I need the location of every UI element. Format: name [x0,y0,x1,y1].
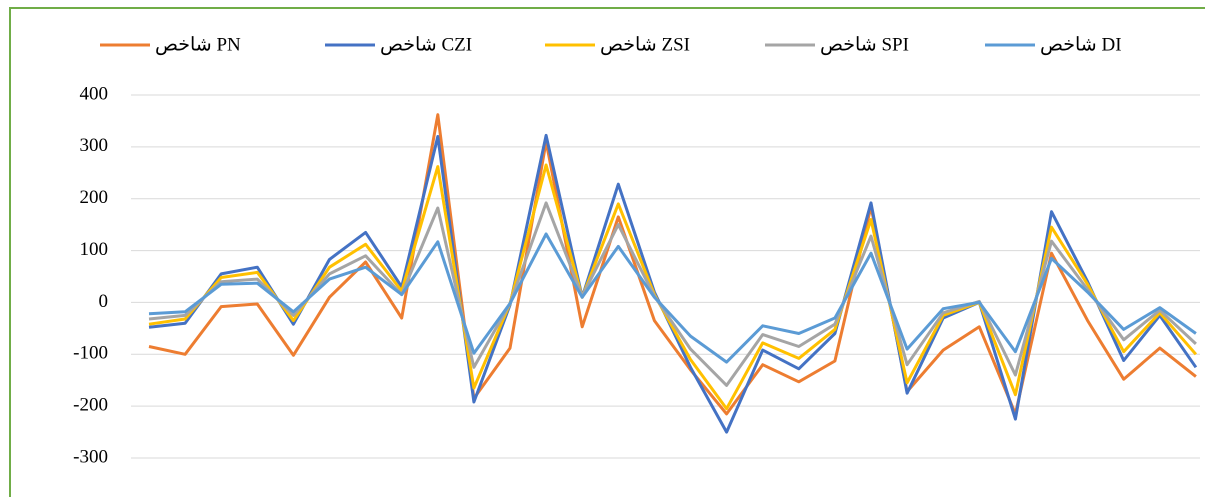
y-tick-label: 400 [80,83,109,104]
y-tick-label: 0 [99,291,109,312]
y-tick-label: 100 [80,239,109,260]
chart-border [9,7,1205,497]
y-tick-label: -200 [73,395,108,416]
legend-label: شاخص SPI [820,34,909,55]
legend-label: شاخص DI [1040,34,1122,55]
legend-label: شاخص ZSI [600,34,690,55]
legend-label: شاخص PN [155,34,241,55]
legend-label: شاخص CZI [380,34,472,55]
series-line [148,201,1197,387]
y-tick-label: -300 [73,446,108,467]
series-line [148,113,1197,416]
series-line [148,163,1198,411]
y-tick-label: -100 [73,343,108,364]
y-tick-label: 300 [80,135,109,156]
series-line [148,232,1197,364]
y-tick-label: 200 [80,187,109,208]
